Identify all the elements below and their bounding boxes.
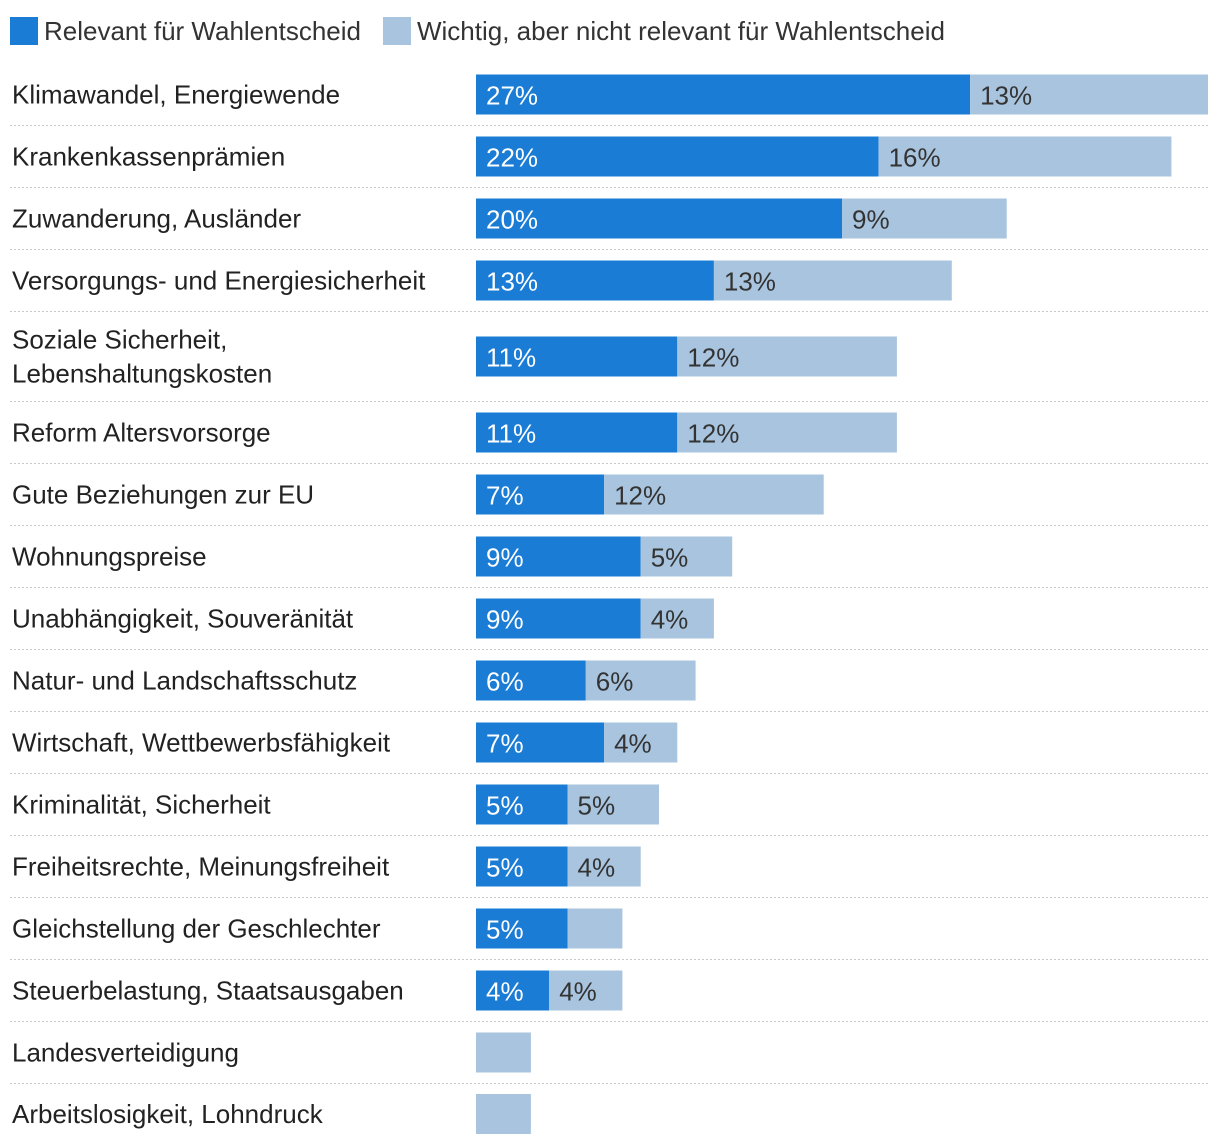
bar-important xyxy=(640,536,733,577)
value-label-important: 4% xyxy=(559,977,597,1007)
value-label-relevant: 20% xyxy=(486,205,538,235)
category-label: Versorgungs- und Energiesicherheit xyxy=(12,266,426,296)
category-label: Kriminalität, Sicherheit xyxy=(12,790,271,820)
value-label-important: 4% xyxy=(578,853,616,883)
bar-important xyxy=(549,970,623,1011)
category-label: Gute Beziehungen zur EU xyxy=(12,480,314,510)
category-label: Natur- und Landschaftsschutz xyxy=(12,666,357,696)
bar-relevant xyxy=(476,660,586,701)
category-label: Zuwanderung, Ausländer xyxy=(12,204,301,234)
value-label-relevant: 6% xyxy=(486,667,524,697)
bar-important xyxy=(567,846,641,887)
value-label-important: 4% xyxy=(614,729,652,759)
bar-important xyxy=(677,336,897,377)
bar-relevant xyxy=(476,908,568,949)
bar-relevant xyxy=(476,260,714,301)
bar-important xyxy=(842,198,1007,239)
bar-relevant xyxy=(476,474,605,515)
bar-important xyxy=(567,908,623,949)
value-label-relevant: 5% xyxy=(486,853,524,883)
bar-important xyxy=(476,1094,531,1134)
category-label: Lebenshaltungskosten xyxy=(12,359,272,389)
category-label: Krankenkassenprämien xyxy=(12,142,285,172)
bar-important xyxy=(567,784,659,825)
value-label-important: 13% xyxy=(724,267,776,297)
category-label: Arbeitslosigkeit, Lohndruck xyxy=(12,1099,324,1129)
legend-swatch-important xyxy=(382,17,411,45)
value-label-important: 12% xyxy=(614,481,666,511)
bar-relevant xyxy=(476,136,879,177)
value-label-relevant: 9% xyxy=(486,605,524,635)
value-label-important: 16% xyxy=(889,143,941,173)
value-label-important: 12% xyxy=(687,343,739,373)
bar-important xyxy=(604,722,678,763)
legend-item-relevant: Relevant für Wahlentscheid xyxy=(10,16,361,47)
category-label: Freiheitsrechte, Meinungsfreiheit xyxy=(12,852,390,882)
value-label-relevant: 7% xyxy=(486,729,524,759)
value-label-relevant: 27% xyxy=(486,81,538,111)
value-label-important: 9% xyxy=(852,205,890,235)
value-label-important: 6% xyxy=(596,667,634,697)
category-label: Wirtschaft, Wettbewerbsfähigkeit xyxy=(12,728,391,758)
bar-relevant xyxy=(476,198,842,239)
value-label-important: 4% xyxy=(651,605,689,635)
bar-relevant xyxy=(476,412,678,453)
value-label-relevant: 11% xyxy=(486,343,536,373)
bar-relevant xyxy=(476,74,971,115)
bar-important xyxy=(585,660,696,701)
bar-important xyxy=(640,598,714,639)
bar-important xyxy=(713,260,952,301)
legend-item-important: Wichtig, aber nicht relevant für Wahlent… xyxy=(382,15,945,47)
category-label: Soziale Sicherheit, xyxy=(12,325,227,355)
bar-relevant xyxy=(476,336,678,377)
value-label-relevant: 5% xyxy=(486,915,524,945)
bar-relevant xyxy=(476,846,568,887)
value-label-relevant: 5% xyxy=(486,791,524,821)
value-label-relevant: 9% xyxy=(486,543,524,573)
value-label-important: 5% xyxy=(651,543,689,573)
bar-relevant xyxy=(476,722,605,763)
chart-legend: Relevant für Wahlentscheid Wichtig, aber… xyxy=(10,14,967,48)
category-label: Gleichstellung der Geschlechter xyxy=(12,914,381,944)
value-label-important: 5% xyxy=(578,791,616,821)
category-label: Wohnungspreise xyxy=(12,542,207,572)
bar-relevant xyxy=(476,536,641,577)
category-label: Steuerbelastung, Staatsausgaben xyxy=(12,976,404,1006)
category-label: Klimawandel, Energiewende xyxy=(12,80,340,110)
value-label-relevant: 11% xyxy=(486,419,536,449)
bar-important xyxy=(878,136,1172,177)
bar-important xyxy=(604,474,824,515)
bar-important xyxy=(970,74,1208,115)
category-label: Unabhängigkeit, Souveränität xyxy=(12,604,354,634)
bar-relevant xyxy=(476,970,550,1011)
value-label-important: 12% xyxy=(687,419,739,449)
legend-label-important: Wichtig, aber nicht relevant für Wahlent… xyxy=(416,15,945,46)
bar-important xyxy=(677,412,897,453)
value-label-relevant: 4% xyxy=(486,977,524,1007)
category-label: Landesverteidigung xyxy=(12,1038,239,1068)
value-label-relevant: 13% xyxy=(486,267,538,297)
bar-relevant xyxy=(476,784,568,825)
legend-label-relevant: Relevant für Wahlentscheid xyxy=(44,15,361,46)
bar-relevant xyxy=(476,598,641,639)
value-label-relevant: 7% xyxy=(486,481,524,511)
legend-swatch-relevant xyxy=(10,17,38,45)
category-label: Reform Altersvorsorge xyxy=(12,418,271,448)
bar-important xyxy=(476,1032,531,1073)
value-label-important: 13% xyxy=(980,81,1032,111)
value-label-relevant: 22% xyxy=(486,143,538,173)
